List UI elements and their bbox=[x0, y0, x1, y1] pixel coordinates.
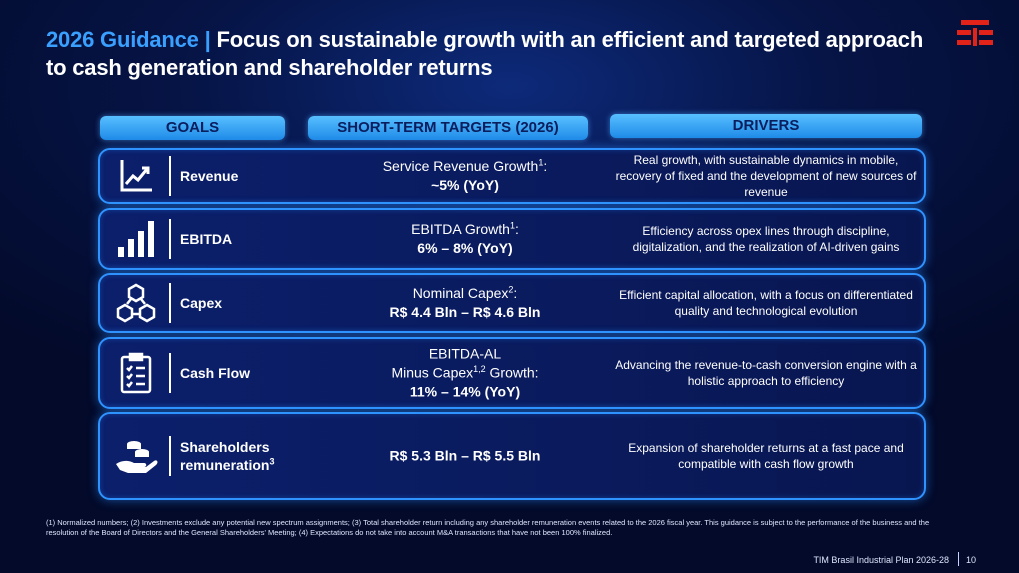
footer-doc-name: TIM Brasil Industrial Plan 2026-28 bbox=[813, 555, 949, 565]
title-main: Focus on sustainable growth with an effi… bbox=[46, 27, 924, 80]
separator bbox=[169, 283, 171, 323]
goal-label: Shareholders remuneration3 bbox=[180, 439, 275, 473]
hand-coins-icon bbox=[114, 434, 158, 478]
separator bbox=[169, 436, 171, 476]
driver-text: Advancing the revenue-to-cash conversion… bbox=[615, 358, 917, 388]
goal-label: Revenue bbox=[180, 168, 239, 184]
goal-label: EBITDA bbox=[180, 231, 233, 247]
footnote: (1) Normalized numbers; (2) Investments … bbox=[46, 518, 930, 537]
guidance-row-revenue: Revenue Service Revenue Growth1: ~5% (Yo… bbox=[98, 148, 926, 204]
target-value: R$ 5.3 Bln – R$ 5.5 Bln bbox=[389, 447, 541, 464]
target-value: EBITDA Growth1: 6% – 8% (YoY) bbox=[411, 220, 519, 256]
driver-text: Efficiency across opex lines through dis… bbox=[632, 224, 900, 254]
guidance-row-ebitda: EBITDA EBITDA Growth1: 6% – 8% (YoY) Eff… bbox=[98, 208, 926, 270]
separator bbox=[169, 219, 171, 259]
driver-text: Real growth, with sustainable dynamics i… bbox=[615, 153, 917, 199]
separator bbox=[169, 353, 171, 393]
goal-label: Capex bbox=[180, 295, 223, 311]
network-blocks-icon bbox=[114, 281, 158, 325]
column-header-targets: SHORT-TERM TARGETS (2026) bbox=[308, 116, 588, 140]
guidance-row-cash-flow: Cash Flow EBITDA-AL Minus Capex1,2 Growt… bbox=[98, 337, 926, 409]
tim-logo-icon bbox=[957, 20, 993, 50]
column-header-goals: GOALS bbox=[100, 116, 285, 140]
bar-chart-icon bbox=[114, 217, 158, 261]
driver-text: Efficient capital allocation, with a foc… bbox=[619, 288, 913, 318]
separator bbox=[169, 156, 171, 196]
goal-label: Cash Flow bbox=[180, 365, 251, 381]
target-value: Service Revenue Growth1: ~5% (YoY) bbox=[382, 157, 548, 193]
title-accent: 2026 Guidance | bbox=[46, 27, 211, 52]
page-number: 10 bbox=[966, 555, 977, 565]
page-title: 2026 Guidance | Focus on sustainable gro… bbox=[46, 26, 946, 82]
target-value: EBITDA-AL Minus Capex1,2 Growth: 11% – 1… bbox=[391, 345, 539, 400]
clipboard-checklist-icon bbox=[114, 351, 158, 395]
footer-divider bbox=[958, 552, 959, 566]
column-header-drivers: DRIVERS bbox=[610, 114, 922, 138]
guidance-row-shareholders: Shareholders remuneration3 R$ 5.3 Bln – … bbox=[98, 412, 926, 500]
driver-text: Expansion of shareholder returns at a fa… bbox=[628, 441, 904, 471]
guidance-row-capex: Capex Nominal Capex2: R$ 4.4 Bln – R$ 4.… bbox=[98, 273, 926, 333]
growth-chart-icon bbox=[114, 154, 158, 198]
target-value: Nominal Capex2: R$ 4.4 Bln – R$ 4.6 Bln bbox=[389, 284, 541, 320]
